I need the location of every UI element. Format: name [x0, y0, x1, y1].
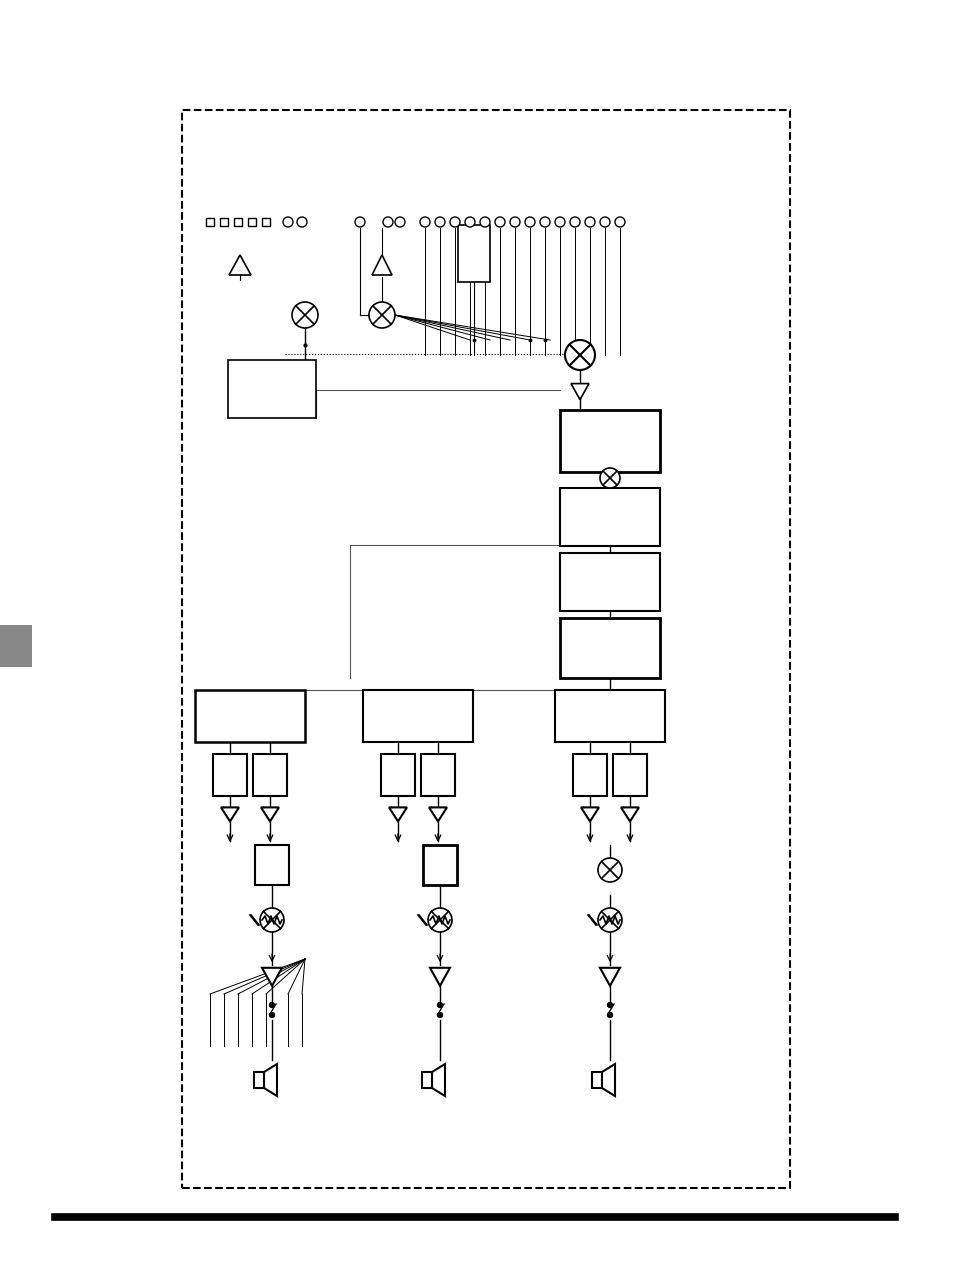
Bar	[559, 488, 659, 547]
Circle shape	[419, 217, 430, 227]
Circle shape	[598, 857, 621, 882]
Bar	[457, 225, 490, 282]
Circle shape	[382, 217, 393, 227]
Circle shape	[598, 908, 621, 933]
Polygon shape	[389, 808, 407, 822]
Bar	[380, 754, 415, 796]
Bar	[559, 618, 659, 678]
Circle shape	[615, 217, 624, 227]
Circle shape	[283, 217, 293, 227]
Circle shape	[437, 1003, 442, 1008]
Polygon shape	[432, 1064, 444, 1096]
Bar	[592, 1071, 601, 1088]
Bar	[228, 361, 315, 418]
Circle shape	[539, 217, 550, 227]
Circle shape	[296, 217, 307, 227]
Circle shape	[437, 1013, 442, 1018]
Polygon shape	[580, 808, 598, 822]
Circle shape	[564, 340, 595, 369]
Circle shape	[428, 908, 452, 933]
Polygon shape	[372, 255, 392, 275]
Bar	[363, 691, 473, 741]
Polygon shape	[261, 808, 278, 822]
Bar	[0, 626, 32, 668]
Polygon shape	[601, 1064, 615, 1096]
Bar	[253, 754, 287, 796]
Circle shape	[569, 217, 579, 227]
Circle shape	[495, 217, 504, 227]
Polygon shape	[571, 383, 588, 400]
Circle shape	[607, 1013, 612, 1018]
Bar	[421, 1071, 432, 1088]
Circle shape	[260, 908, 284, 933]
Circle shape	[599, 217, 609, 227]
Polygon shape	[262, 968, 282, 986]
Bar	[559, 553, 659, 612]
Circle shape	[599, 468, 619, 488]
Bar	[220, 218, 228, 225]
Bar	[206, 218, 213, 225]
Bar	[213, 754, 247, 796]
Bar	[573, 754, 606, 796]
Bar	[233, 218, 242, 225]
Bar	[613, 754, 646, 796]
Circle shape	[510, 217, 519, 227]
Circle shape	[555, 217, 564, 227]
Circle shape	[607, 1003, 612, 1008]
Bar	[555, 691, 664, 741]
Circle shape	[292, 302, 317, 327]
Circle shape	[524, 217, 535, 227]
Circle shape	[584, 217, 595, 227]
Circle shape	[479, 217, 490, 227]
Bar	[182, 110, 789, 1187]
Circle shape	[435, 217, 444, 227]
Polygon shape	[430, 968, 450, 986]
Circle shape	[450, 217, 459, 227]
Bar	[253, 1071, 264, 1088]
Polygon shape	[620, 808, 639, 822]
Polygon shape	[221, 808, 239, 822]
Bar	[262, 218, 270, 225]
Circle shape	[269, 1013, 274, 1018]
Circle shape	[464, 217, 475, 227]
Circle shape	[355, 217, 365, 227]
Bar	[422, 845, 456, 885]
Bar	[420, 754, 455, 796]
Polygon shape	[429, 808, 447, 822]
Bar	[559, 410, 659, 471]
Polygon shape	[264, 1064, 276, 1096]
Circle shape	[369, 302, 395, 327]
Polygon shape	[229, 255, 251, 275]
Bar	[248, 218, 255, 225]
Bar	[254, 845, 289, 885]
Bar	[194, 691, 305, 741]
Circle shape	[395, 217, 405, 227]
Polygon shape	[599, 968, 619, 986]
Circle shape	[269, 1003, 274, 1008]
